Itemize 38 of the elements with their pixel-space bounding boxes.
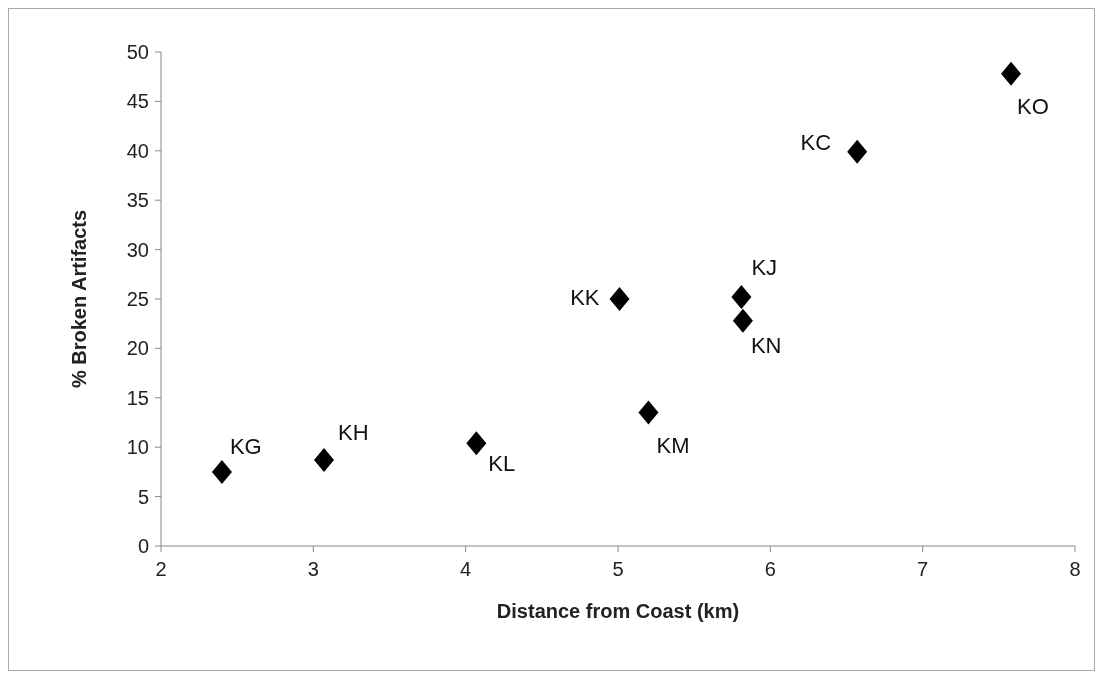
y-tick-label: 35: [126, 189, 149, 212]
y-tick-label: 40: [126, 139, 149, 162]
x-tick-label: 5: [612, 558, 624, 580]
y-axis-title: % Broken Artifacts: [68, 209, 90, 389]
annotation: KG: [229, 433, 262, 459]
point: [1001, 61, 1022, 86]
annotation: KK: [570, 285, 600, 310]
annotation: KL: [488, 451, 516, 477]
y-tick-label: 50: [126, 41, 149, 63]
y-tick-label: 30: [126, 238, 149, 261]
x-axis-title: Distance from Coast (km): [496, 600, 740, 622]
point: [731, 285, 752, 310]
point: [847, 139, 868, 164]
x-tick-label: 6: [764, 558, 776, 580]
annotation: KN: [750, 332, 782, 358]
y-tick-label: 10: [126, 436, 149, 459]
point: [609, 287, 630, 311]
y-tick-label: 15: [126, 386, 149, 409]
y-tick-label: 45: [126, 90, 149, 113]
point: [732, 308, 753, 333]
annotation: KJ: [751, 255, 778, 281]
y-tick-label: 0: [137, 535, 149, 557]
x-tick-label: 8: [1069, 558, 1081, 580]
y-tick-label: 25: [126, 288, 149, 310]
x-tick-label: 3: [307, 558, 319, 580]
x-tick-label: 2: [155, 558, 167, 580]
annotation: KH: [338, 420, 369, 446]
x-tick-label: 7: [917, 558, 929, 580]
annotation: KM: [656, 432, 690, 458]
point: [466, 431, 487, 456]
x-tick-label: 4: [460, 558, 472, 580]
point: [314, 448, 334, 473]
annotation: KO: [1017, 93, 1049, 119]
y-tick-label: 5: [137, 485, 149, 508]
point: [211, 459, 232, 484]
annotation: KC: [800, 129, 832, 155]
y-tick-label: 20: [126, 337, 149, 360]
point: [638, 400, 659, 425]
